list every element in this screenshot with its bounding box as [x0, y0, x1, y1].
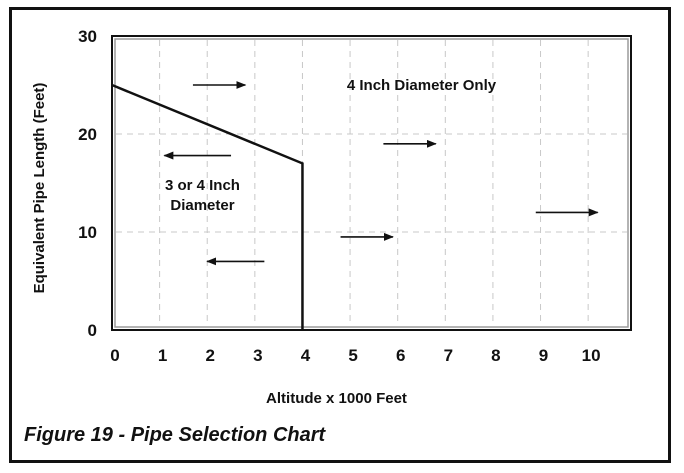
x-tick-label: 2 — [205, 346, 214, 365]
region-label-line: Diameter — [170, 197, 234, 214]
region-label: 4 Inch Diameter Only — [347, 77, 497, 94]
figure-frame — [9, 7, 671, 463]
x-tick-label: 10 — [582, 346, 601, 365]
y-tick-label: 0 — [88, 321, 97, 340]
y-tick-label: 20 — [78, 125, 97, 144]
region-labels: 4 Inch Diameter Only 3 or 4 Inch Diameter — [165, 77, 497, 214]
plot-frame — [111, 35, 632, 331]
figure-caption: Figure 19 - Pipe Selection Chart — [24, 424, 326, 446]
y-axis-label: Equivalent Pipe Length (Feet) — [31, 83, 48, 294]
x-tick-label: 0 — [110, 346, 119, 365]
y-tick-labels: 0 10 20 30 — [78, 27, 97, 340]
y-tick-label: 10 — [78, 223, 97, 242]
x-tick-label: 3 — [253, 346, 262, 365]
x-tick-label: 8 — [491, 346, 500, 365]
x-tick-label: 5 — [348, 346, 357, 365]
boundary-series — [111, 83, 304, 330]
x-axis-label: Altitude x 1000 Feet — [266, 390, 407, 407]
x-tick-label: 7 — [444, 346, 453, 365]
direction-arrows — [163, 81, 599, 266]
region-label-line: 3 or 4 Inch — [165, 177, 240, 194]
y-tick-label: 30 — [78, 27, 97, 46]
x-tick-label: 9 — [539, 346, 548, 365]
x-tick-labels: 0 1 2 3 4 5 6 7 8 9 10 — [110, 346, 600, 365]
x-tick-label: 4 — [301, 346, 311, 365]
x-tick-label: 6 — [396, 346, 405, 365]
x-tick-label: 1 — [158, 346, 167, 365]
plot-frame-inner — [114, 38, 629, 328]
grid-lines — [116, 40, 627, 326]
diameter-boundary-line — [111, 83, 304, 330]
